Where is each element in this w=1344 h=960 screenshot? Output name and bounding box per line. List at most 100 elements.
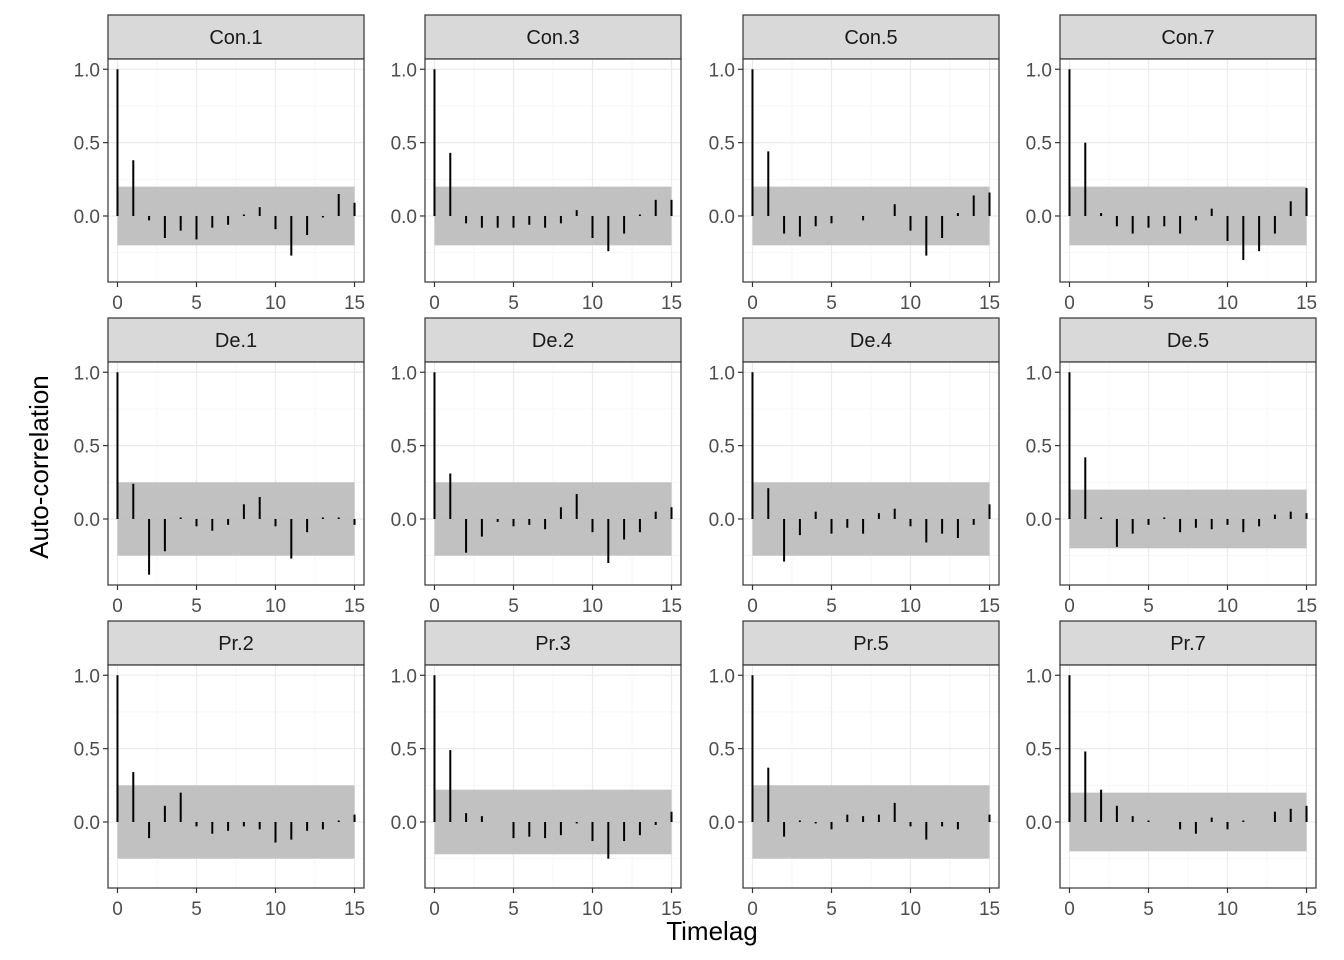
x-tick-label: 5 [508,293,519,314]
y-tick-label: 0.0 [391,813,417,834]
facet-strip-label: Pr.3 [535,633,571,655]
panel-border [107,58,365,283]
facet-panels: Con.1 0.0 0.5 1.0 0 5 10 15 Con.3 0.0 0.5 1.0 0 5 10 15… [74,14,1317,920]
facet-strip [424,14,682,60]
x-tick-label: 10 [1217,293,1238,314]
facet-strip-label: Pr.2 [218,633,254,655]
panel-border [107,361,365,586]
confidence-band [1069,489,1307,549]
facet-panel: Pr.5 0.0 0.5 1.0 0 5 10 15 [709,620,1000,920]
x-tick-label: 0 [747,596,758,617]
facet-panel: Con.7 0.0 0.5 1.0 0 5 10 15 [1026,14,1317,314]
x-tick-label: 10 [265,899,286,920]
y-tick-label: 1.0 [391,666,417,687]
x-tick-label: 0 [1064,293,1075,314]
x-tick-label: 0 [112,899,123,920]
y-tick-label: 1.0 [1026,363,1052,384]
panel-border [742,58,1000,283]
facet-strip [424,317,682,363]
x-tick-label: 15 [1296,596,1317,617]
y-tick-label: 1.0 [709,363,735,384]
confidence-band [434,789,672,855]
x-tick-label: 15 [979,293,1000,314]
y-tick-label: 1.0 [74,363,100,384]
confidence-band [752,482,990,556]
facet-panel: Con.1 0.0 0.5 1.0 0 5 10 15 [74,14,365,314]
confidence-band [1069,186,1307,246]
y-tick-label: 1.0 [391,363,417,384]
x-tick-label: 10 [265,596,286,617]
panel-border [1059,664,1317,889]
facet-strip-label: De.4 [850,330,892,352]
x-tick-label: 10 [582,596,603,617]
facet-strip-label: Con.5 [844,27,897,49]
x-tick-label: 15 [344,293,365,314]
facet-panel: De.4 0.0 0.5 1.0 0 5 10 15 [709,317,1000,617]
x-tick-label: 10 [900,293,921,314]
facet-strip [1059,620,1317,666]
x-tick-label: 0 [747,899,758,920]
confidence-band [434,482,672,556]
y-tick-label: 0.5 [1026,740,1052,761]
y-tick-label: 0.5 [1026,437,1052,458]
y-tick-label: 0.0 [391,207,417,228]
x-tick-label: 10 [265,293,286,314]
x-tick-label: 5 [826,293,837,314]
facet-strip [742,620,1000,666]
y-tick-label: 1.0 [391,60,417,81]
facet-panel: Con.3 0.0 0.5 1.0 0 5 10 15 [391,14,682,314]
y-tick-label: 0.0 [391,510,417,531]
y-tick-label: 1.0 [74,60,100,81]
x-tick-label: 10 [1217,899,1238,920]
facet-strip [424,620,682,666]
confidence-band [117,482,355,556]
y-tick-label: 0.5 [74,740,100,761]
facet-panel: De.5 0.0 0.5 1.0 0 5 10 15 [1026,317,1317,617]
x-tick-label: 0 [429,293,440,314]
y-tick-label: 0.0 [709,510,735,531]
panel-border [424,664,682,889]
y-tick-label: 0.5 [391,134,417,155]
panel-border [1059,361,1317,586]
x-tick-label: 5 [1143,899,1154,920]
facet-strip-label: Con.3 [526,27,579,49]
y-tick-label: 0.5 [709,437,735,458]
y-tick-label: 0.0 [1026,207,1052,228]
facet-strip-label: De.5 [1167,330,1209,352]
x-tick-label: 15 [344,899,365,920]
facet-strip [107,317,365,363]
x-tick-label: 5 [826,899,837,920]
y-tick-label: 0.0 [74,207,100,228]
y-tick-label: 1.0 [1026,666,1052,687]
confidence-band [434,186,672,246]
confidence-band [752,186,990,246]
y-tick-label: 1.0 [74,666,100,687]
x-tick-label: 15 [979,899,1000,920]
x-tick-label: 10 [900,596,921,617]
facet-strip-label: De.2 [532,330,574,352]
panel-border [1059,58,1317,283]
y-tick-label: 0.0 [74,510,100,531]
facet-strip [107,620,365,666]
x-tick-label: 10 [582,293,603,314]
facet-panel: Con.5 0.0 0.5 1.0 0 5 10 15 [709,14,1000,314]
y-tick-label: 0.0 [709,207,735,228]
facet-panel: Pr.3 0.0 0.5 1.0 0 5 10 15 [391,620,682,920]
facet-strip-label: Con.1 [209,27,262,49]
x-tick-label: 5 [1143,293,1154,314]
y-tick-label: 0.5 [74,437,100,458]
x-axis-title: Timelag [666,916,758,946]
x-tick-label: 15 [661,899,682,920]
x-tick-label: 0 [112,293,123,314]
confidence-band [1069,792,1307,852]
y-tick-label: 0.0 [709,813,735,834]
facet-strip [1059,317,1317,363]
x-tick-label: 0 [429,899,440,920]
y-tick-label: 0.0 [1026,813,1052,834]
y-tick-label: 0.5 [1026,134,1052,155]
y-axis-title: Auto-correlation [24,375,54,559]
x-tick-label: 0 [1064,596,1075,617]
x-tick-label: 0 [112,596,123,617]
x-tick-label: 5 [1143,596,1154,617]
facet-panel: De.2 0.0 0.5 1.0 0 5 10 15 [391,317,682,617]
